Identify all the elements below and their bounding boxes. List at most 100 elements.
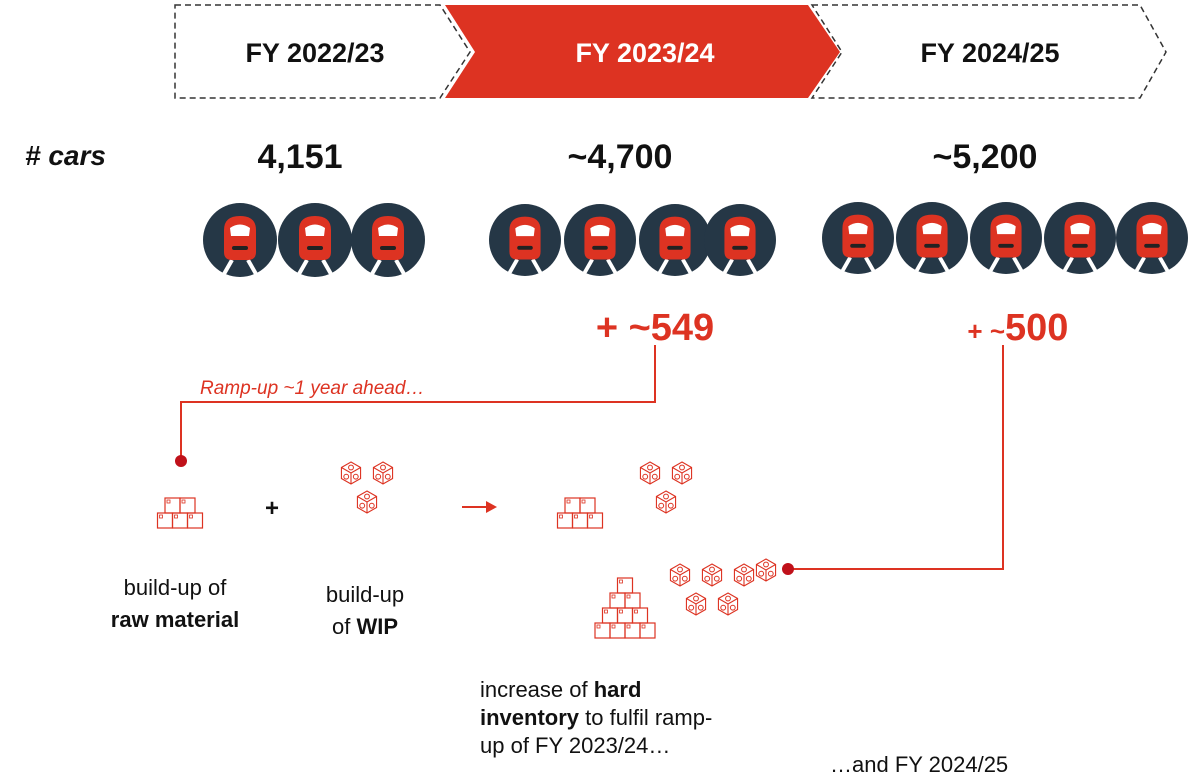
track — [1134, 256, 1170, 273]
train-icon — [351, 203, 425, 277]
caption-line: increase of hard — [480, 677, 641, 702]
box-label — [159, 514, 163, 519]
track — [370, 259, 406, 275]
box-label — [574, 514, 578, 519]
caption: …and FY 2024/25 — [830, 752, 1008, 777]
train-icon — [896, 202, 968, 274]
cars-label: # cars — [25, 140, 106, 171]
increment-prefix: + ~ — [967, 316, 1005, 346]
plus: + — [265, 495, 279, 522]
cube-knob — [642, 473, 649, 480]
ramp-note: Ramp-up ~1 year ahead… — [200, 378, 424, 399]
track — [297, 259, 333, 275]
box-label — [634, 609, 638, 614]
wip-cube — [372, 461, 394, 485]
train-window — [378, 224, 398, 236]
train-body — [509, 216, 541, 260]
train-body — [1136, 214, 1168, 258]
cube-knob — [697, 604, 704, 611]
cube-knob — [693, 595, 699, 602]
train-window — [665, 224, 685, 237]
wip-cube — [685, 592, 707, 616]
train-body — [299, 216, 331, 260]
train-window — [305, 224, 325, 236]
cube-knob — [375, 473, 382, 480]
box-stack — [156, 497, 204, 529]
cube-knob — [343, 473, 350, 480]
train-light — [380, 246, 396, 250]
cube-knob — [647, 464, 653, 471]
wip-cube — [356, 490, 378, 514]
train-icon — [1116, 202, 1188, 274]
cube-outline — [717, 592, 739, 616]
train-body — [724, 216, 756, 260]
train-window — [590, 224, 610, 237]
cube-knob — [683, 473, 690, 480]
box-label — [641, 624, 646, 629]
cube-knob — [364, 493, 370, 500]
cube-knob — [681, 575, 688, 582]
increment: 500 — [1005, 307, 1068, 349]
wip-cube — [655, 490, 677, 514]
caption-part: of — [332, 614, 356, 639]
caption-part: inventory — [480, 705, 580, 730]
cube-knob — [672, 575, 679, 582]
train-body — [224, 216, 256, 260]
inventory-caption: increase of hard inventory to fulfil ramp… — [480, 677, 712, 758]
box-stack — [556, 497, 604, 529]
box-label — [611, 594, 616, 599]
train-body — [842, 214, 874, 258]
cars-value: ~5,200 — [933, 138, 1038, 176]
connector-dot — [175, 455, 187, 467]
cube-outline — [356, 490, 378, 514]
track — [840, 256, 876, 273]
arrow-head — [486, 501, 497, 513]
cube-knob — [763, 561, 769, 568]
wip-cube — [755, 558, 777, 582]
cube-outline — [655, 490, 677, 514]
train-body — [916, 214, 948, 258]
box-label — [589, 514, 593, 519]
wip-cube — [733, 563, 755, 587]
cars-value: ~4,700 — [568, 138, 673, 176]
cube-knob — [368, 502, 375, 509]
train-light — [1072, 243, 1088, 248]
step-label: FY 2024/25 — [920, 38, 1059, 68]
box — [616, 577, 634, 594]
track — [1062, 256, 1098, 273]
wip-cube — [717, 592, 739, 616]
train-window — [848, 222, 868, 235]
train-icon — [203, 203, 277, 277]
box — [179, 497, 196, 514]
cube-outline — [639, 461, 661, 485]
train-light — [667, 245, 683, 250]
cube-knob — [663, 493, 669, 500]
wip-cube — [671, 461, 693, 485]
caption-part: increase of — [480, 677, 594, 702]
cube-knob — [704, 575, 711, 582]
train-window — [922, 222, 942, 235]
caption-part: to fulfil ramp- — [579, 705, 712, 730]
box-label — [174, 514, 178, 519]
train-body — [372, 216, 404, 260]
cube-outline — [733, 563, 755, 587]
cube-knob — [709, 566, 715, 573]
track — [988, 256, 1024, 273]
cube-knob — [651, 473, 658, 480]
caption: raw material — [111, 607, 239, 632]
train-icon — [1044, 202, 1116, 274]
box-label — [566, 499, 571, 504]
train-light — [592, 245, 608, 250]
box-label — [181, 499, 186, 504]
cube-outline — [685, 592, 707, 616]
train-body — [990, 214, 1022, 258]
cube-outline — [671, 461, 693, 485]
box-label — [189, 514, 193, 519]
box-label — [619, 609, 623, 614]
train-light — [732, 245, 748, 250]
wip-cube — [340, 461, 362, 485]
step-chevron-active — [445, 5, 840, 98]
train-light — [517, 245, 533, 250]
cube-knob — [658, 502, 665, 509]
track — [222, 259, 258, 275]
